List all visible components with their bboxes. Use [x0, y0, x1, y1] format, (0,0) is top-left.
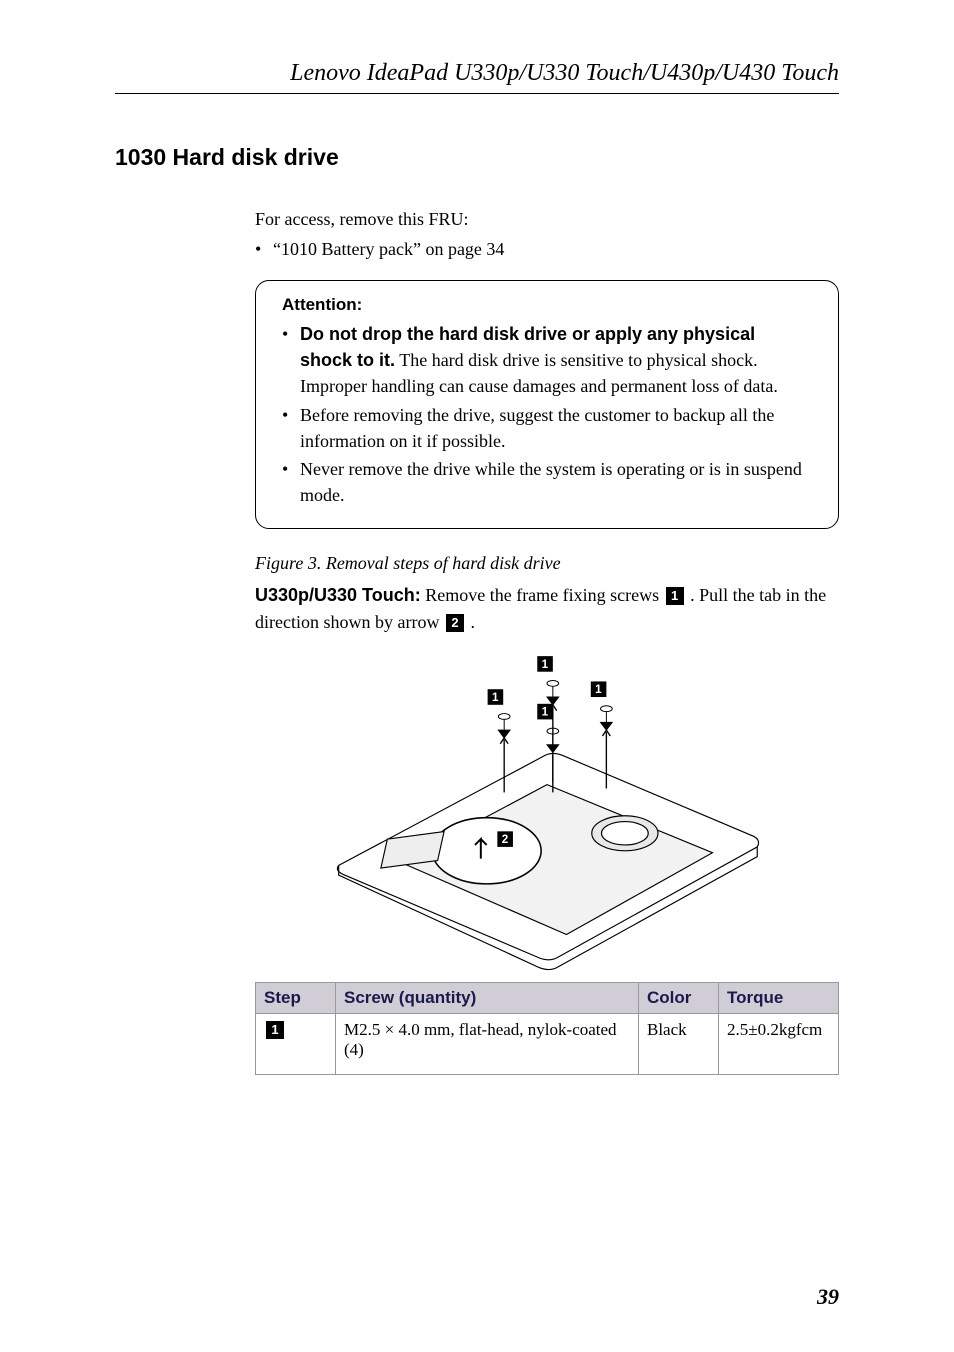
running-header: Lenovo IdeaPad U330p/U330 Touch/U430p/U4…: [115, 60, 839, 94]
model-prefix: U330p/U330 Touch:: [255, 585, 421, 605]
figure-illustration: 1 1 1 1 2: [255, 642, 839, 972]
th-step: Step: [256, 982, 336, 1013]
attention-title: Attention:: [282, 295, 812, 315]
td-step: 1: [256, 1013, 336, 1074]
attention-list: Do not drop the hard disk drive or apply…: [282, 321, 812, 508]
td-torque: 2.5±0.2kgfcm: [719, 1013, 839, 1074]
intro-bullet-item: “1010 Battery pack” on page 34: [255, 236, 839, 262]
callout-badge: 1: [666, 587, 684, 605]
attention-text: Before removing the drive, suggest the c…: [300, 405, 774, 451]
table-header-row: Step Screw (quantity) Color Torque: [256, 982, 839, 1013]
attention-item: Before removing the drive, suggest the c…: [282, 402, 812, 454]
fig-callout: 1: [595, 683, 602, 696]
callout-badge: 2: [446, 614, 464, 632]
attention-box: Attention: Do not drop the hard disk dri…: [255, 280, 839, 529]
table-row: 1 M2.5 × 4.0 mm, flat-head, nylok-coated…: [256, 1013, 839, 1074]
instruction-line: U330p/U330 Touch: Remove the frame fixin…: [255, 582, 839, 636]
section-title: 1030 Hard disk drive: [115, 144, 839, 171]
intro-line: For access, remove this FRU:: [255, 207, 839, 232]
fig-callout: 1: [542, 658, 549, 671]
td-screw: M2.5 × 4.0 mm, flat-head, nylok-coated (…: [336, 1013, 639, 1074]
th-torque: Torque: [719, 982, 839, 1013]
fig-callout: 1: [492, 691, 499, 704]
fig-callout: 1: [542, 705, 549, 718]
attention-text: Never remove the drive while the system …: [300, 459, 802, 505]
screw-table: Step Screw (quantity) Color Torque 1 M2.…: [255, 982, 839, 1075]
intro-bullet-list: “1010 Battery pack” on page 34: [255, 236, 839, 262]
laptop-diagram-svg: 1 1 1 1 2: [255, 642, 839, 972]
instr-part: Remove the frame fixing screws: [421, 585, 664, 605]
callout-badge: 1: [266, 1021, 284, 1039]
attention-item: Never remove the drive while the system …: [282, 456, 812, 508]
td-color: Black: [639, 1013, 719, 1074]
attention-item: Do not drop the hard disk drive or apply…: [282, 321, 812, 399]
figure-caption: Figure 3. Removal steps of hard disk dri…: [255, 553, 839, 574]
th-color: Color: [639, 982, 719, 1013]
instr-part: .: [466, 612, 475, 632]
page-number: 39: [817, 1284, 839, 1310]
fig-callout: 2: [502, 833, 509, 846]
th-screw: Screw (quantity): [336, 982, 639, 1013]
